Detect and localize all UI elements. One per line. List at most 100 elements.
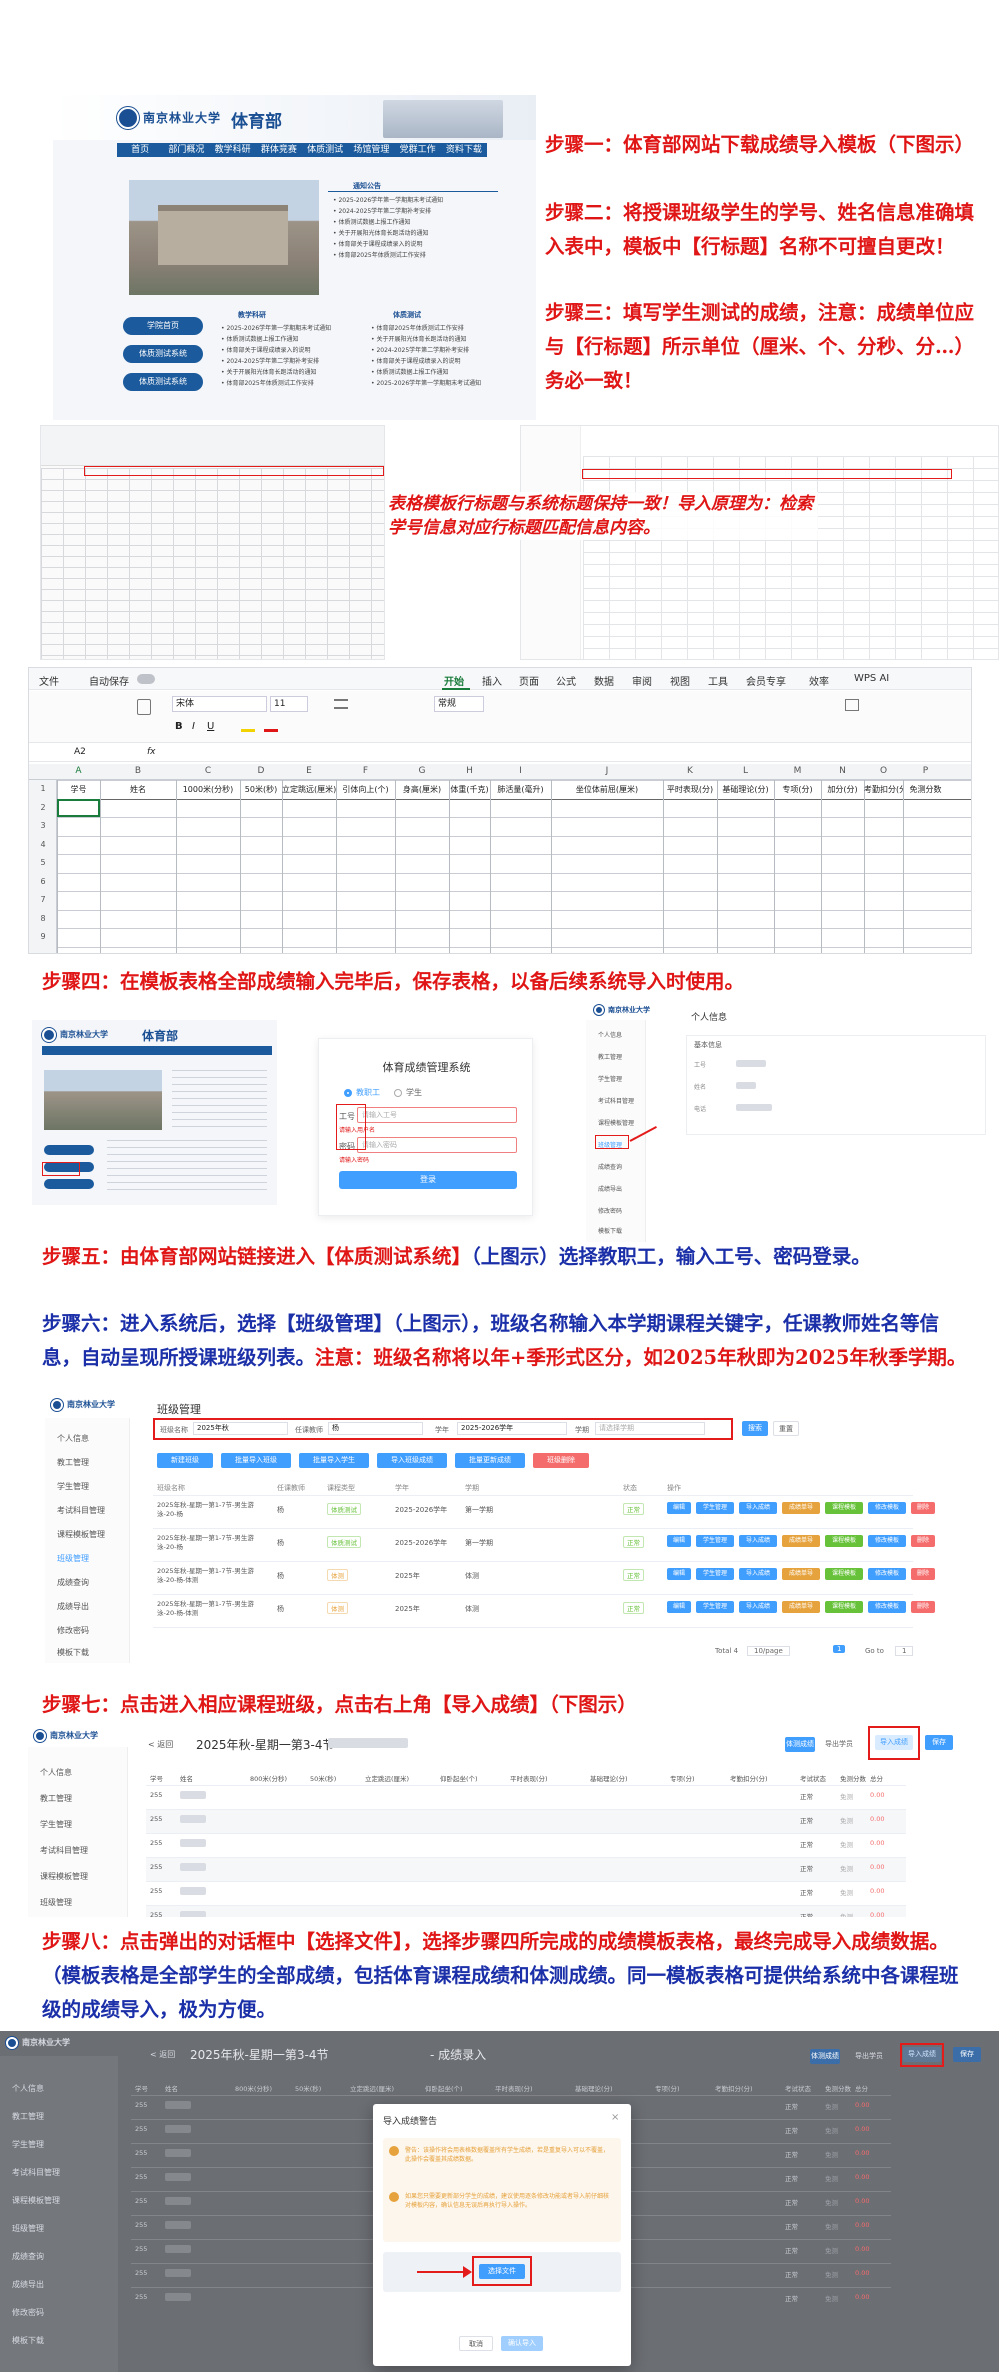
row-number[interactable]: 2 xyxy=(40,802,46,812)
choose-file-button[interactable]: 选择文件 xyxy=(479,2264,525,2279)
news-item[interactable]: • 2025-2026学年第一学期期末考试通知 xyxy=(221,325,332,332)
menu-efficiency[interactable]: 效率 xyxy=(809,677,829,688)
align-center-icon[interactable] xyxy=(334,699,348,709)
sidebar-item[interactable]: 成绩导出 xyxy=(598,1186,623,1193)
bold-button[interactable]: B xyxy=(175,721,183,732)
sidebar-item[interactable]: 教工管理 xyxy=(57,1458,89,1467)
header-cell[interactable]: 基础理论(分) xyxy=(722,785,769,794)
nav-item[interactable]: 教学科研 xyxy=(214,145,251,155)
table-row[interactable] xyxy=(153,1497,913,1529)
action-button[interactable]: 班级删除 xyxy=(533,1453,589,1468)
site-link-button[interactable] xyxy=(44,1162,94,1172)
column-letter[interactable]: P xyxy=(922,766,929,776)
table-row[interactable] xyxy=(153,1563,913,1595)
sidebar-item[interactable]: 个人信息 xyxy=(40,1768,72,1777)
row-op-button[interactable]: 课程模板 xyxy=(825,1601,863,1613)
row-op-button[interactable]: 修改模板 xyxy=(868,1568,906,1580)
row-op-button[interactable]: 导入成绩 xyxy=(739,1601,777,1613)
number-format-select[interactable]: 常规 xyxy=(434,696,484,712)
sidebar-item[interactable]: 考试科目管理 xyxy=(57,1506,105,1515)
news-item[interactable]: • 2024-2025学年第二学期补考安排 xyxy=(221,358,320,365)
news-item[interactable]: • 关于开展阳光体育长跑活动的通知 xyxy=(333,230,429,237)
column-letter[interactable]: L xyxy=(742,766,748,776)
row-number[interactable]: 3 xyxy=(40,821,46,830)
sidebar-item[interactable]: 教工管理 xyxy=(40,1794,72,1803)
action-button[interactable]: 批量更新成绩 xyxy=(455,1453,525,1468)
menu-view[interactable]: 视图 xyxy=(670,677,690,688)
row-op-button[interactable]: 学生管理 xyxy=(696,1535,734,1547)
column-letter[interactable]: O xyxy=(879,766,888,776)
pe-score-button[interactable]: 体测成绩 xyxy=(810,2049,840,2064)
sidebar-item[interactable]: 学生管理 xyxy=(40,1820,72,1829)
header-cell[interactable]: 引体向上(个) xyxy=(342,785,389,794)
selected-cell[interactable] xyxy=(57,798,100,817)
italic-button[interactable]: I xyxy=(192,721,195,732)
news-item[interactable]: • 体质测试数据上报工作通知 xyxy=(333,219,411,226)
sidebar-item[interactable]: 个人信息 xyxy=(598,1032,623,1039)
menu-member[interactable]: 会员专享 xyxy=(746,677,786,688)
sidebar-item[interactable]: 考试科目管理 xyxy=(598,1098,635,1105)
row-op-button[interactable]: 课程模板 xyxy=(825,1568,863,1580)
sidebar-item[interactable]: 课程模板管理 xyxy=(40,1872,88,1881)
news-item[interactable]: • 2024-2025学年第二学期补考安排 xyxy=(371,347,470,354)
row-op-button[interactable]: 删除 xyxy=(911,1502,935,1514)
row-op-button[interactable]: 学生管理 xyxy=(696,1601,734,1613)
row-op-button[interactable]: 成绩单导 xyxy=(782,1568,820,1580)
menu-data[interactable]: 数据 xyxy=(594,677,614,688)
back-link[interactable]: < 返回 xyxy=(150,2050,176,2059)
confirm-import-button[interactable]: 确认导入 xyxy=(501,2336,543,2351)
row-op-button[interactable]: 修改模板 xyxy=(868,1502,906,1514)
header-cell[interactable]: 平时表现(分) xyxy=(666,785,714,794)
score-row[interactable] xyxy=(146,1905,906,1917)
header-cell[interactable]: 50米(秒) xyxy=(244,785,278,794)
font-color-icon[interactable] xyxy=(264,722,278,732)
filter-term-select[interactable]: 请选择学期 xyxy=(595,1422,705,1435)
news-item[interactable]: • 体育部2025年体质测试工作安排 xyxy=(371,325,464,332)
news-item[interactable]: • 体质测试数据上报工作通知 xyxy=(221,336,299,343)
autosave-toggle[interactable] xyxy=(137,674,155,684)
menu-file[interactable]: 文件 xyxy=(39,677,59,688)
sidebar-item[interactable]: 修改密码 xyxy=(598,1208,623,1215)
column-letter[interactable]: N xyxy=(839,766,846,776)
font-name-select[interactable]: 宋体 xyxy=(172,696,267,712)
column-letter[interactable]: D xyxy=(257,766,265,776)
sidebar-item[interactable]: 教工管理 xyxy=(12,2112,44,2121)
row-op-button[interactable]: 学生管理 xyxy=(696,1568,734,1580)
action-button[interactable]: 批量导入学生 xyxy=(299,1453,369,1468)
table-row[interactable] xyxy=(153,1596,913,1628)
news-item[interactable]: • 体质测试数据上报工作通知 xyxy=(371,369,449,376)
news-item[interactable]: • 体育部2025年体质测试工作安排 xyxy=(333,252,426,259)
back-link[interactable]: < 返回 xyxy=(148,1740,174,1749)
score-row[interactable] xyxy=(146,1809,906,1833)
sidebar-item[interactable]: 考试科目管理 xyxy=(40,1846,88,1855)
header-cell[interactable]: 坐位体前屈(厘米) xyxy=(575,785,639,794)
font-size-select[interactable]: 11 xyxy=(270,696,308,712)
row-number[interactable]: 8 xyxy=(40,913,46,923)
sidebar-item[interactable]: 班级管理 xyxy=(12,2224,44,2233)
header-cell[interactable]: 体重(千克) xyxy=(450,785,489,794)
pw-input[interactable]: 请输入密码 xyxy=(357,1137,517,1153)
news-item[interactable]: • 体育部2025年体质测试工作安排 xyxy=(221,380,314,387)
radio-student[interactable] xyxy=(394,1089,402,1097)
action-button[interactable]: 导入班级成绩 xyxy=(377,1453,447,1468)
action-button[interactable]: 批量导入班级 xyxy=(221,1453,291,1468)
sidebar-item-class-mgmt[interactable]: 班级管理 xyxy=(57,1554,89,1563)
radio-staff[interactable] xyxy=(344,1089,352,1097)
nav-item[interactable]: 部门概况 xyxy=(168,145,205,155)
column-letter[interactable]: J xyxy=(605,766,609,776)
menu-home[interactable]: 开始 xyxy=(444,677,464,688)
menu-wps-ai[interactable]: WPS AI xyxy=(854,673,890,684)
score-row[interactable] xyxy=(146,1881,906,1905)
nav-item[interactable]: 场馆管理 xyxy=(353,145,390,155)
sidebar-item[interactable]: 成绩查询 xyxy=(598,1164,623,1171)
filter-class-input[interactable]: 2025年秋 xyxy=(193,1422,288,1435)
row-number[interactable]: 7 xyxy=(40,895,46,904)
nav-item[interactable]: 体质测试 xyxy=(307,145,344,155)
cancel-button[interactable]: 取消 xyxy=(459,2336,493,2351)
news-item[interactable]: • 2025-2026学年第一学期期末考试通知 xyxy=(371,380,482,387)
name-box[interactable]: A2 xyxy=(74,747,86,757)
menu-autosave[interactable]: 自动保存 xyxy=(89,677,129,688)
pe-score-button[interactable]: 体测成绩 xyxy=(785,1737,815,1752)
sidebar-item[interactable]: 成绩导出 xyxy=(57,1602,89,1611)
sidebar-item[interactable]: 成绩导出 xyxy=(12,2280,44,2289)
